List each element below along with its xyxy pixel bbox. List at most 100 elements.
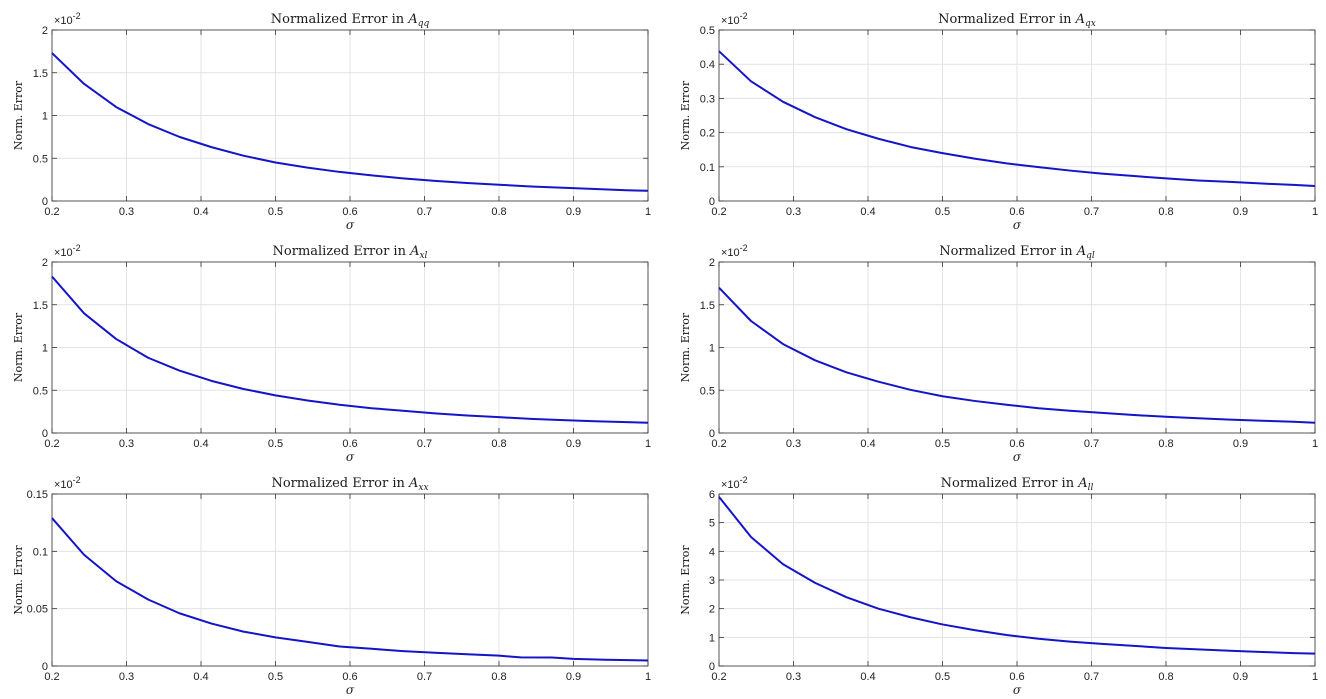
subplot-title: Normalized Error in Aqq <box>271 12 430 29</box>
series-line <box>718 50 1316 187</box>
x-tick-label: 0.2 <box>44 671 59 683</box>
title-text: Normalized Error in <box>939 244 1077 259</box>
x-tick-label: 1 <box>645 206 651 218</box>
x-tick-label: 0.5 <box>268 206 283 218</box>
y-tick-label: 0.5 <box>700 25 715 37</box>
subplot-qx: 0.2 0.3 0.4 0.5 0.6 0.7 0.8 0.9 1 0 0.1 0.2 0.3 0.4 0.… <box>679 11 1318 232</box>
y-tick-label: 1 <box>709 343 715 355</box>
x-tick-label: 0.7 <box>1084 206 1099 218</box>
x-tick-label: 0.5 <box>935 206 950 218</box>
x-tick-label: 0.3 <box>119 671 134 683</box>
y-tick-label: 1.5 <box>700 300 715 312</box>
x-tick-label: 0.8 <box>1158 206 1173 218</box>
x-tick-label: 0.5 <box>935 438 950 450</box>
x-tick-label: 1 <box>1312 206 1318 218</box>
y-axis-title: Norm. Error <box>679 312 692 382</box>
exponent-power: -2 <box>73 475 81 485</box>
x-tick-label: 0.9 <box>566 438 581 450</box>
y-tick-label: 0.05 <box>27 604 48 616</box>
x-tick-label: 0.7 <box>417 671 432 683</box>
x-tick-label: 0.6 <box>1009 438 1024 450</box>
title-subscript: ql <box>1086 251 1095 261</box>
exponent-base: ×10 <box>721 247 740 259</box>
y-exponent-label: ×10-2 <box>54 475 81 491</box>
subplot-title: Normalized Error in Aql <box>939 244 1095 261</box>
y-tick-label: 5 <box>709 518 715 530</box>
y-tick-label: 4 <box>709 546 715 558</box>
x-tick-label: 0.9 <box>1233 671 1248 683</box>
exponent-base: ×10 <box>54 479 73 491</box>
x-axis-title: σ <box>1013 683 1022 697</box>
y-tick-label: 0 <box>709 196 715 208</box>
series-line <box>51 52 649 192</box>
title-symbol: A <box>1077 476 1087 491</box>
title-text: Normalized Error in <box>938 12 1076 27</box>
x-tick-label: 0.9 <box>1233 206 1248 218</box>
x-tick-label: 0.9 <box>566 671 581 683</box>
y-tick-label: 0.1 <box>700 162 715 174</box>
y-axis-title: Norm. Error <box>679 545 692 615</box>
y-tick-label: 0.5 <box>700 385 715 397</box>
y-exponent-label: ×10-2 <box>54 11 81 27</box>
x-tick-label: 0.5 <box>935 671 950 683</box>
x-tick-label: 0.4 <box>860 206 875 218</box>
title-symbol: A <box>1075 12 1085 27</box>
title-text: Normalized Error in <box>941 476 1079 491</box>
y-axis-title: Norm. Error <box>12 80 25 150</box>
subplot-title: Normalized Error in Aqx <box>938 12 1096 29</box>
x-tick-label: 1 <box>645 671 651 683</box>
subplot-ll: 0.2 0.3 0.4 0.5 0.6 0.7 0.8 0.9 1 0 1 2 3 4 5 6 ×10-2 Nor… <box>679 475 1318 697</box>
x-tick-label: 0.5 <box>268 671 283 683</box>
x-tick-label: 0.9 <box>1233 438 1248 450</box>
series-line <box>51 517 649 662</box>
series-line <box>51 275 649 424</box>
x-tick-label: 0.2 <box>711 671 726 683</box>
exponent-power: -2 <box>740 475 748 485</box>
y-tick-label: 6 <box>709 489 715 501</box>
subplot-ql: 0.2 0.3 0.4 0.5 0.6 0.7 0.8 0.9 1 0 0.5 1 1.5 2 ×10-2 N… <box>679 243 1318 464</box>
title-text: Normalized Error in <box>271 476 409 491</box>
x-tick-label: 0.9 <box>566 206 581 218</box>
subplot-title: Normalized Error in Axl <box>273 244 428 261</box>
x-axis-title: σ <box>1013 218 1022 232</box>
y-tick-label: 0.4 <box>700 59 715 71</box>
y-tick-label: 1 <box>42 343 48 355</box>
title-symbol: A <box>1076 244 1086 259</box>
x-tick-label: 0.3 <box>786 438 801 450</box>
title-subscript: qq <box>418 19 430 29</box>
title-subscript: xl <box>419 251 427 261</box>
y-exponent-label: ×10-2 <box>721 475 748 491</box>
series-line <box>718 496 1316 655</box>
x-tick-label: 0.2 <box>44 438 59 450</box>
y-axis-title: Norm. Error <box>12 312 25 382</box>
y-tick-label: 0 <box>42 661 48 673</box>
x-tick-label: 0.6 <box>342 206 357 218</box>
y-tick-label: 0.15 <box>27 489 48 501</box>
y-axis-title: Norm. Error <box>12 545 25 615</box>
x-tick-label: 0.7 <box>417 206 432 218</box>
y-tick-label: 0.3 <box>700 93 715 105</box>
x-tick-label: 1 <box>645 438 651 450</box>
y-axis-title: Norm. Error <box>679 80 692 150</box>
x-tick-label: 0.8 <box>491 671 506 683</box>
subplot-title: Normalized Error in All <box>941 476 1094 493</box>
x-tick-label: 0.3 <box>119 206 134 218</box>
y-tick-label: 0.2 <box>700 128 715 140</box>
y-tick-label: 0 <box>709 661 715 673</box>
x-tick-label: 0.8 <box>491 206 506 218</box>
exponent-power: -2 <box>740 243 748 253</box>
x-tick-label: 0.8 <box>1158 671 1173 683</box>
title-subscript: qx <box>1085 19 1096 29</box>
exponent-base: ×10 <box>721 15 740 27</box>
y-tick-label: 1 <box>709 632 715 644</box>
exponent-power: -2 <box>73 11 81 21</box>
x-tick-label: 0.4 <box>193 671 208 683</box>
x-tick-label: 0.7 <box>1084 671 1099 683</box>
y-tick-label: 2 <box>42 257 48 269</box>
x-tick-label: 0.7 <box>1084 438 1099 450</box>
x-tick-label: 0.4 <box>860 671 875 683</box>
y-tick-label: 1.5 <box>33 68 48 80</box>
y-tick-label: 1.5 <box>33 300 48 312</box>
y-tick-label: 0 <box>709 428 715 440</box>
